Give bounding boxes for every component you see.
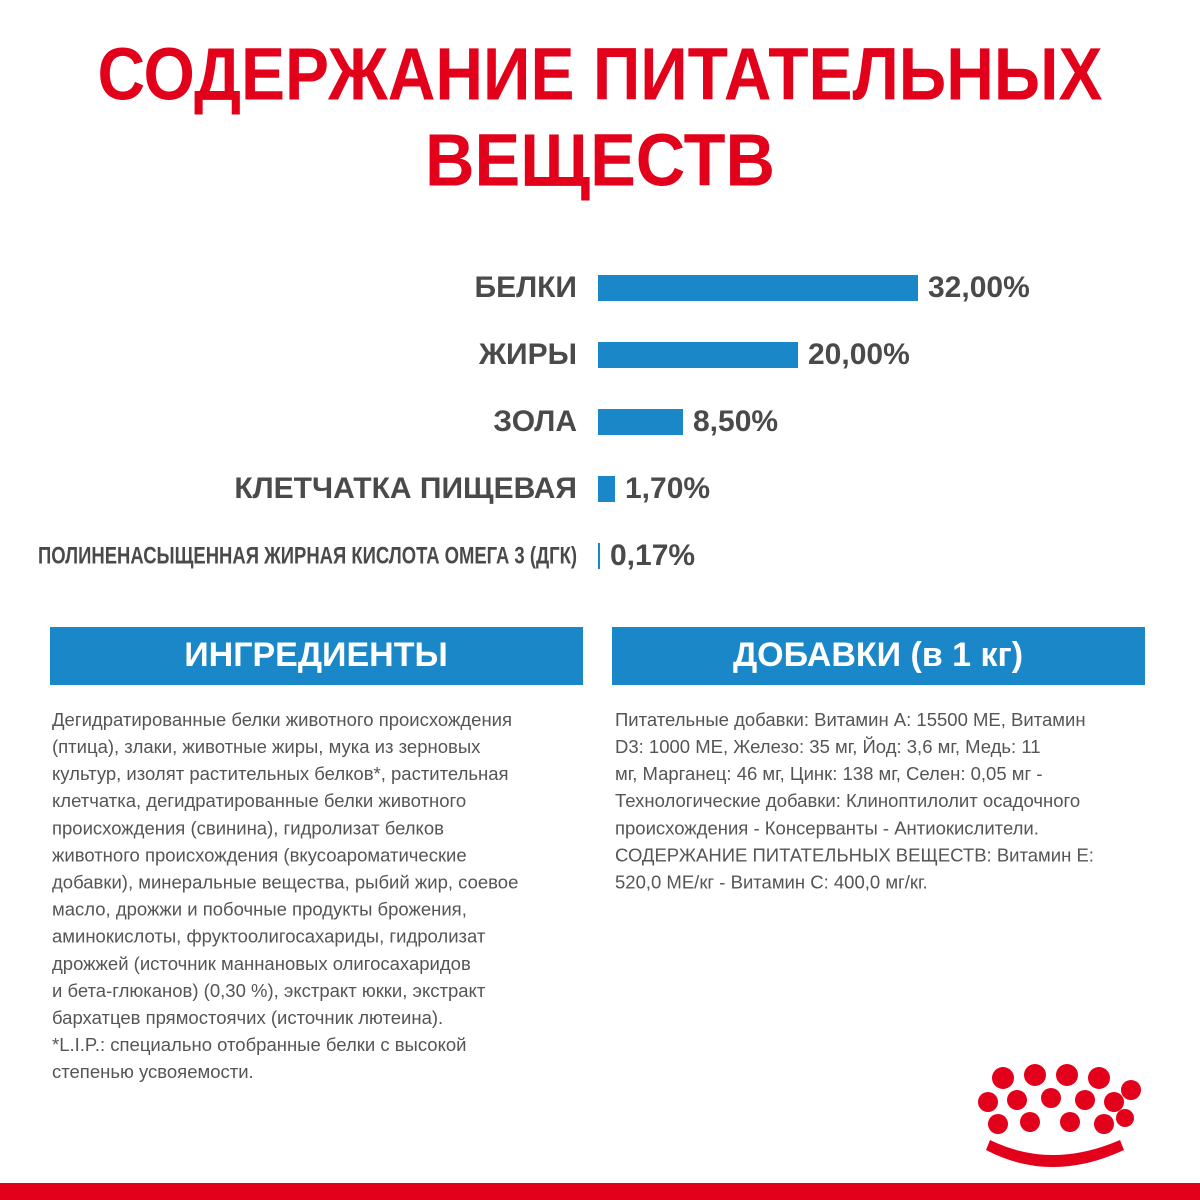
value-label: 20,00% [808,338,910,371]
bar [598,342,798,368]
body-line: происхождения - Консерванты - Антиокисли… [615,817,1039,838]
bar [598,275,918,301]
body-line: клетчатка, дегидратированные белки живот… [52,790,466,811]
category-label: БЕЛКИ [475,271,578,304]
section-header-bg [612,627,1145,685]
value-label: 8,50% [693,405,778,438]
body-line: аминокислоты, фруктоолигосахариды, гидро… [52,926,486,947]
body-line: *L.I.P.: специально отобранные белки с в… [52,1034,467,1055]
body-line: D3: 1000 МЕ, Железо: 35 мг, Йод: 3,6 мг,… [615,736,1041,757]
category-label: КЛЕТЧАТКА ПИЩЕВАЯ [234,472,577,505]
value-label: 1,70% [625,472,710,505]
body-line: и бета-глюканов) (0,30 %), экстракт юкки… [52,980,486,1001]
bar [598,409,683,435]
body-line: происхождения (свинина), гидролизат белк… [52,817,444,838]
value-label: 32,00% [928,271,1030,304]
body-line: Технологические добавки: Клиноптилолит о… [615,790,1080,811]
body-line: Дегидратированные белки животного происх… [52,709,512,730]
value-label: 0,17% [610,539,695,572]
body-line: животного происхождения (вкусоароматичес… [52,844,467,865]
title-line: ВЕЩЕСТВ [425,119,775,202]
category-label: ЗОЛА [493,405,577,438]
body-line: культур, изолят растительных белков*, ра… [52,763,509,784]
bottom-strip [0,1183,1200,1200]
logo [978,1064,1141,1167]
category-label: ЖИРЫ [478,338,577,371]
body-line: Питательные добавки: Витамин А: 15500 МЕ… [615,709,1086,730]
body-line: бархатцев прямостоячих (источник лютеина… [52,1007,443,1028]
body-line: 520,0 МЕ/кг - Витамин С: 400,0 мг/кг. [615,871,928,892]
body-line: мг, Марганец: 46 мг, Цинк: 138 мг, Селен… [615,763,1043,784]
body-line: (птица), злаки, животные жиры, мука из з… [52,736,481,757]
category-label: ПОЛИНЕНАСЫЩЕННАЯ ЖИРНАЯ КИСЛОТА ОМЕГА 3 … [38,542,577,569]
bar [598,543,600,569]
section-header-bg [50,627,583,685]
title-line: СОДЕРЖАНИЕ ПИТАТЕЛЬНЫХ [98,33,1103,116]
body-line: добавки), минеральные вещества, рыбий жи… [52,871,518,892]
body-line: масло, дрожжи и побочные продукты брожен… [52,899,467,920]
section-title: ДОБАВКИ (в 1 кг) [733,636,1023,674]
body-line: СОДЕРЖАНИЕ ПИТАТЕЛЬНЫХ ВЕЩЕСТВ: Витамин … [615,844,1094,865]
body-line: дрожжей (источник маннановых олигосахари… [52,953,471,974]
bar [598,476,615,502]
body-line: степенью усвояемости. [52,1061,254,1082]
section-title: ИНГРЕДИЕНТЫ [184,636,448,674]
